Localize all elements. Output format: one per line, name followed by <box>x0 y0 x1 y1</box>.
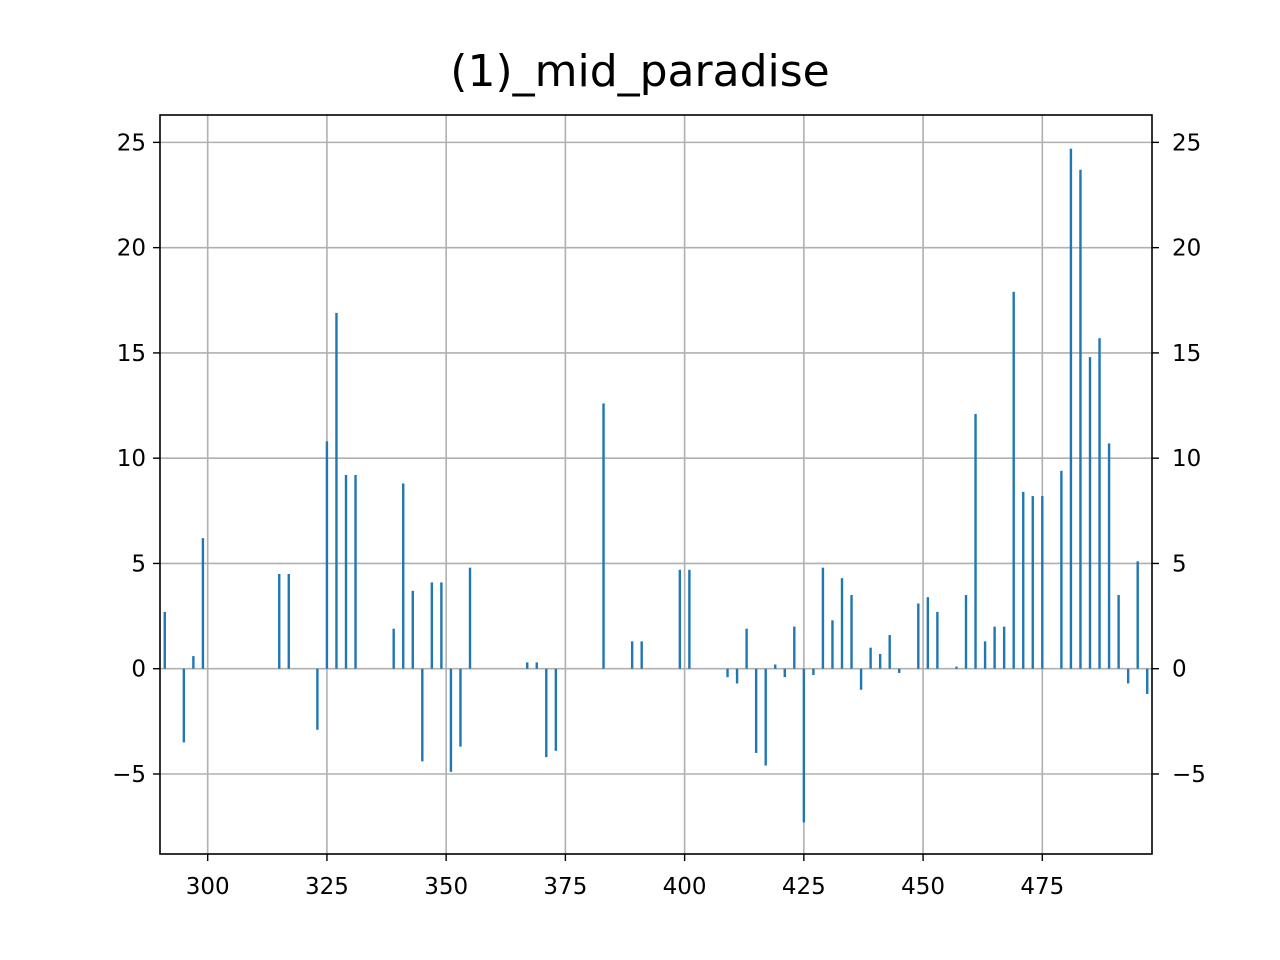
bar <box>726 668 729 678</box>
bar <box>678 569 682 669</box>
bar <box>1088 357 1092 669</box>
bar <box>859 668 863 690</box>
x-tick-label: 325 <box>305 874 349 900</box>
bar <box>898 668 901 673</box>
bar <box>554 668 558 751</box>
bar <box>411 590 414 669</box>
bar <box>878 653 882 669</box>
bar <box>831 620 834 669</box>
x-tick-label: 300 <box>186 874 230 900</box>
bar <box>1107 443 1111 669</box>
bar <box>449 668 453 772</box>
y-tick-label-left: 5 <box>131 551 146 577</box>
bar <box>917 603 920 669</box>
bar <box>955 666 958 669</box>
grid-lines <box>160 115 1152 854</box>
y-tick-label-left: 25 <box>117 130 146 156</box>
bar <box>850 595 853 669</box>
bar <box>688 569 691 669</box>
bar <box>1146 668 1149 694</box>
bar <box>1002 626 1006 669</box>
bar <box>468 567 472 669</box>
bar <box>774 664 777 669</box>
bar <box>735 668 739 684</box>
bar <box>1117 595 1120 669</box>
bar <box>783 668 786 678</box>
bar <box>1041 496 1044 669</box>
y-tick-label-left: 0 <box>131 657 146 683</box>
bar <box>1136 561 1139 669</box>
bar <box>993 626 996 669</box>
chart-title: (1)_mid_paradise <box>450 46 830 97</box>
bar <box>802 668 806 823</box>
bar <box>402 483 405 669</box>
bar <box>287 573 290 669</box>
y-tick-label-right: 10 <box>1172 446 1201 472</box>
bar <box>526 662 529 669</box>
bar <box>316 668 319 730</box>
bar <box>545 668 548 758</box>
bar <box>888 635 891 669</box>
x-tick-label: 375 <box>543 874 587 900</box>
bar <box>745 628 748 669</box>
bar <box>440 582 443 669</box>
bar <box>325 441 329 669</box>
bar <box>964 595 968 669</box>
x-tick-label: 400 <box>663 874 707 900</box>
y-tick-label-right: 15 <box>1172 341 1201 367</box>
bar <box>1069 148 1073 669</box>
y-tick-label-right: 5 <box>1172 551 1187 577</box>
bar <box>1098 338 1101 669</box>
bar <box>764 668 767 766</box>
x-tick-label: 475 <box>1020 874 1064 900</box>
bar <box>335 312 338 669</box>
bar <box>278 573 281 669</box>
ticks: 300 325 350 375 400 425 450 475 −5 −5 0 0 5 5 10 10 15 15… <box>112 130 1206 900</box>
bar <box>1079 169 1082 669</box>
bar <box>974 413 977 669</box>
bar <box>1031 496 1034 669</box>
bar <box>840 578 844 669</box>
y-tick-label-right: 25 <box>1172 130 1201 156</box>
bar <box>640 641 643 669</box>
bar <box>1126 668 1130 684</box>
bar <box>1022 491 1025 669</box>
bar <box>201 538 205 669</box>
bar <box>430 582 434 669</box>
bar <box>602 403 605 669</box>
bar <box>869 647 872 669</box>
bar <box>821 567 825 669</box>
bar <box>1012 291 1015 669</box>
bar <box>983 641 987 669</box>
bar <box>936 611 939 669</box>
x-tick-label: 350 <box>424 874 468 900</box>
bar <box>812 668 815 676</box>
bar <box>344 475 348 669</box>
y-tick-label-left: 10 <box>117 446 146 472</box>
plot-frame <box>159 114 1153 855</box>
y-tick-label-left: 20 <box>117 236 146 262</box>
bar <box>754 668 758 753</box>
bar <box>392 628 395 669</box>
bar <box>793 626 796 669</box>
bar <box>421 668 424 762</box>
x-tick-label: 425 <box>782 874 826 900</box>
y-tick-label-right: −5 <box>1172 762 1206 788</box>
y-tick-label-right: 0 <box>1172 657 1187 683</box>
bars <box>163 148 1149 823</box>
bar <box>459 668 462 747</box>
bar <box>535 662 538 669</box>
bar <box>354 475 357 669</box>
bar <box>192 656 195 669</box>
bar <box>1060 470 1063 669</box>
y-tick-label-right: 20 <box>1172 236 1201 262</box>
x-tick-label: 450 <box>901 874 945 900</box>
bar <box>182 668 186 743</box>
bar <box>630 641 634 669</box>
y-tick-label-left: −5 <box>112 762 146 788</box>
bar <box>163 611 166 669</box>
y-tick-label-left: 15 <box>117 341 146 367</box>
bar <box>926 597 930 669</box>
